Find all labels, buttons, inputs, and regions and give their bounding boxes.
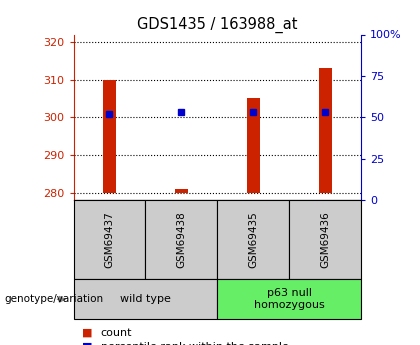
Text: p63 null
homozygous: p63 null homozygous <box>254 288 325 310</box>
Bar <box>319 68 332 193</box>
Text: ■: ■ <box>82 328 92 338</box>
Text: GSM69435: GSM69435 <box>248 211 258 268</box>
Text: ■: ■ <box>82 342 92 345</box>
Text: percentile rank within the sample: percentile rank within the sample <box>101 342 289 345</box>
Text: GSM69438: GSM69438 <box>176 211 186 268</box>
Bar <box>103 80 116 193</box>
Bar <box>175 189 188 193</box>
Text: count: count <box>101 328 132 338</box>
Text: GSM69436: GSM69436 <box>320 211 330 268</box>
Bar <box>247 98 260 193</box>
Title: GDS1435 / 163988_at: GDS1435 / 163988_at <box>137 17 298 33</box>
Text: wild type: wild type <box>120 294 171 304</box>
Text: GSM69437: GSM69437 <box>105 211 115 268</box>
Text: genotype/variation: genotype/variation <box>4 294 103 304</box>
